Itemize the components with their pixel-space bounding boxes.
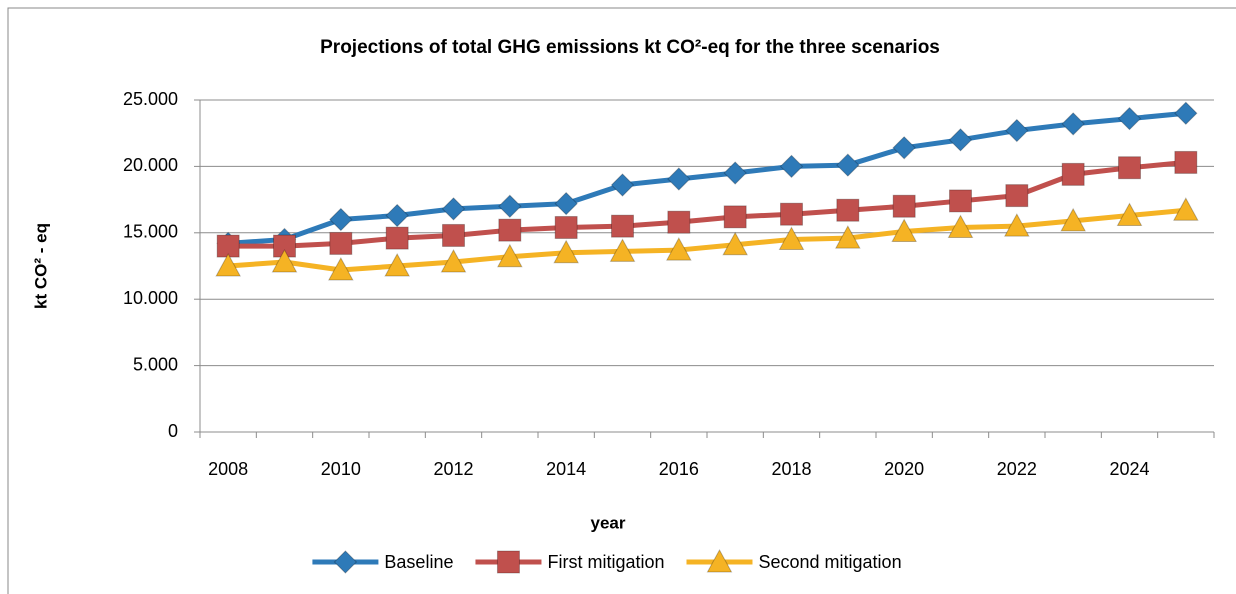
marker — [1003, 213, 1030, 237]
marker — [496, 550, 520, 574]
marker — [892, 194, 916, 218]
marker — [440, 248, 467, 273]
marker — [836, 153, 860, 177]
marker — [665, 237, 692, 261]
marker — [498, 194, 522, 218]
y-tick-label: 0 — [168, 421, 178, 441]
marker — [778, 226, 805, 250]
marker — [723, 161, 747, 185]
marker — [553, 239, 580, 264]
legend: Baseline First mitigation Second mitigatio… — [312, 548, 902, 574]
marker — [1061, 162, 1085, 186]
marker — [327, 256, 354, 281]
marker — [1005, 184, 1029, 208]
marker — [947, 214, 974, 238]
legend-item: Second mitigation — [686, 548, 902, 573]
y-tick-label: 25.000 — [123, 89, 178, 109]
legend-label: Baseline — [384, 552, 453, 572]
marker — [948, 128, 973, 152]
marker — [609, 238, 636, 262]
marker — [706, 548, 733, 573]
marker — [722, 231, 749, 256]
marker — [441, 197, 466, 221]
x-axis-title: year — [591, 513, 626, 532]
marker — [384, 252, 411, 277]
marker — [496, 243, 523, 268]
marker — [1005, 118, 1029, 143]
marker — [329, 207, 353, 232]
marker — [215, 252, 242, 277]
legend-item: First mitigation — [475, 550, 664, 574]
x-tick-label: 2020 — [884, 459, 924, 479]
y-tick-label: 10.000 — [123, 288, 178, 308]
marker — [1172, 197, 1199, 221]
x-tick-label: 2022 — [997, 459, 1037, 479]
marker — [554, 191, 578, 216]
x-tick-label: 2014 — [546, 459, 586, 479]
marker — [780, 202, 803, 226]
legend-label: Second mitigation — [758, 552, 901, 572]
marker — [949, 189, 972, 213]
marker — [836, 198, 860, 222]
marker — [1060, 207, 1087, 232]
marker — [385, 203, 409, 228]
y-tick-label: 20.000 — [123, 155, 178, 175]
marker — [610, 173, 635, 197]
marker — [1061, 112, 1085, 136]
x-tick-label: 2018 — [771, 459, 811, 479]
marker — [385, 226, 409, 250]
chart-frame — [7, 7, 1236, 594]
x-tick-label: 2024 — [1109, 459, 1149, 479]
y-axis-title: kt CO² - eq — [31, 223, 50, 309]
marker — [442, 223, 465, 247]
marker — [667, 210, 691, 234]
marker — [329, 231, 353, 255]
x-tick-label: 2010 — [321, 459, 361, 479]
marker — [611, 214, 634, 238]
marker — [1118, 156, 1141, 180]
marker — [892, 136, 916, 160]
legend-item: Baseline — [312, 550, 453, 574]
x-tick-label: 2012 — [433, 459, 473, 479]
marker — [779, 154, 804, 179]
legend-label: First mitigation — [547, 552, 664, 572]
marker — [271, 248, 298, 273]
chart-title: Projections of total GHG emissions kt CO… — [320, 37, 940, 58]
marker — [891, 218, 918, 242]
marker — [333, 550, 358, 574]
marker — [1116, 202, 1143, 227]
y-tick-label: 5.000 — [133, 354, 178, 374]
marker — [1174, 150, 1198, 174]
x-tick-label: 2008 — [208, 459, 248, 479]
marker — [723, 205, 747, 229]
x-tick-label: 2016 — [659, 459, 699, 479]
marker — [554, 215, 578, 239]
marker — [1117, 106, 1142, 131]
marker — [1174, 101, 1198, 125]
series-line — [227, 207, 1187, 273]
marker — [834, 225, 861, 249]
marker — [667, 167, 691, 191]
y-tick-label: 15.000 — [123, 222, 178, 242]
marker — [498, 218, 522, 242]
